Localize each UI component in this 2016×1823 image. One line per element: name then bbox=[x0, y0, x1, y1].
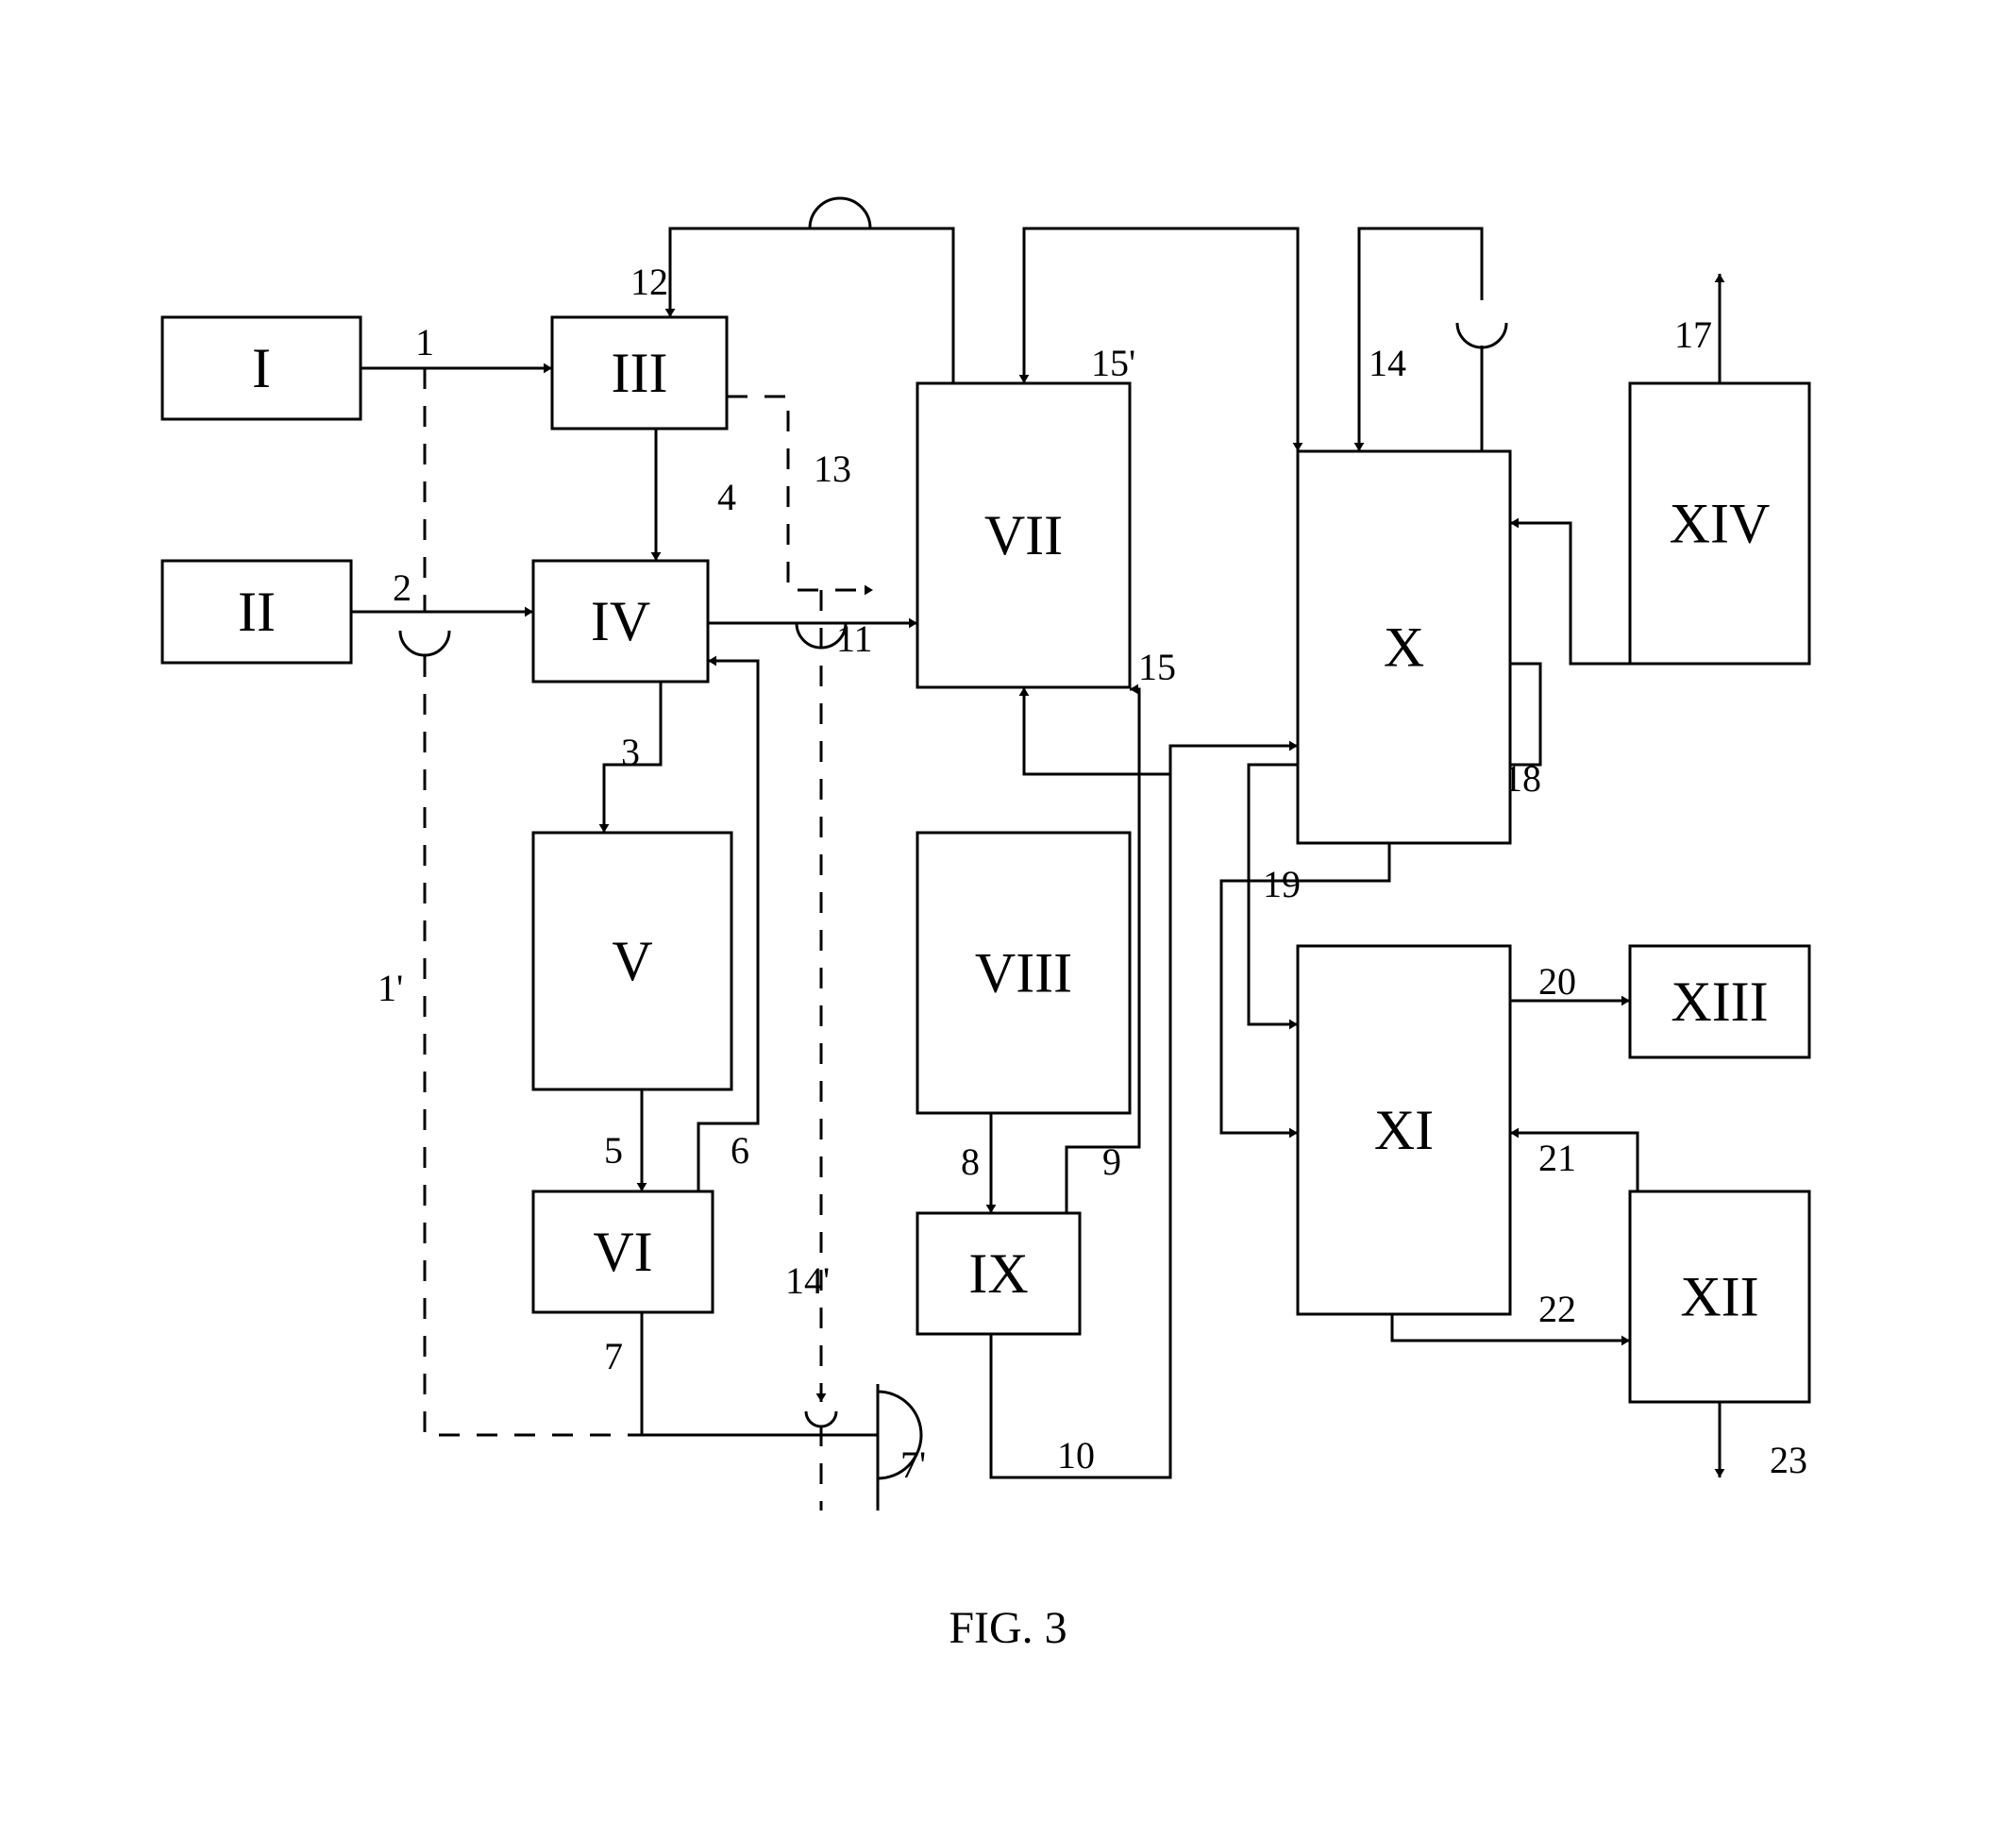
edge-label-e15: 15 bbox=[1138, 646, 1176, 688]
edge-label-e7p: 7' bbox=[900, 1443, 926, 1486]
block-label-VII: VII bbox=[984, 504, 1063, 566]
edge-label-e20: 20 bbox=[1538, 960, 1576, 1003]
edge-label-e22: 22 bbox=[1538, 1288, 1576, 1330]
block-label-XIII: XIII bbox=[1671, 971, 1768, 1033]
block-label-VI: VI bbox=[593, 1221, 652, 1283]
block-label-III: III bbox=[612, 342, 668, 404]
edge-label-e9: 9 bbox=[1102, 1140, 1121, 1183]
blocks: IIIIIIIVVVIVIIVIIIIXXXIXIIXIIIXIV bbox=[162, 317, 1809, 1402]
edge-label-e19: 19 bbox=[1263, 863, 1301, 905]
hop bbox=[1457, 323, 1506, 347]
edge-label-e8: 8 bbox=[961, 1140, 980, 1183]
edge-label-e1p: 1' bbox=[378, 967, 403, 1009]
edge-label-e7: 7 bbox=[604, 1335, 623, 1377]
block-label-XIV: XIV bbox=[1670, 493, 1771, 555]
edge-e7 bbox=[642, 1312, 878, 1435]
edge-label-e10: 10 bbox=[1057, 1434, 1095, 1477]
edge-e22 bbox=[1392, 1314, 1630, 1341]
block-label-IX: IX bbox=[968, 1242, 1028, 1305]
block-label-IV: IV bbox=[591, 590, 650, 652]
edge-label-e23: 23 bbox=[1770, 1439, 1807, 1481]
block-label-I: I bbox=[252, 337, 271, 399]
block-label-VIII: VIII bbox=[975, 942, 1072, 1004]
edge-label-e13: 13 bbox=[814, 447, 851, 490]
edge-e15 bbox=[1024, 687, 1170, 774]
edge-label-e14: 14 bbox=[1369, 342, 1406, 384]
edge-label-e14p: 14' bbox=[785, 1259, 830, 1302]
edge-label-e4: 4 bbox=[717, 476, 736, 518]
edge-label-e3: 3 bbox=[621, 731, 640, 773]
hop bbox=[400, 631, 449, 655]
edge-label-e12: 12 bbox=[630, 261, 668, 303]
block-label-XII: XII bbox=[1680, 1266, 1758, 1328]
edge-label-e6: 6 bbox=[731, 1129, 749, 1172]
edge-label-e15p: 15' bbox=[1091, 342, 1135, 384]
edge-e13 bbox=[727, 397, 873, 590]
edge-label-e1: 1 bbox=[415, 321, 434, 363]
edge-label-e2: 2 bbox=[393, 566, 412, 609]
hop bbox=[806, 1411, 836, 1426]
block-label-XI: XI bbox=[1374, 1099, 1434, 1161]
edge-label-e17: 17 bbox=[1674, 313, 1712, 356]
block-label-V: V bbox=[612, 930, 652, 992]
block-label-X: X bbox=[1384, 616, 1424, 679]
edge-e18 bbox=[1510, 523, 1630, 664]
figure-caption: FIG. 3 bbox=[949, 1603, 1067, 1653]
edge-label-e5: 5 bbox=[604, 1129, 623, 1172]
block-label-II: II bbox=[238, 581, 276, 643]
edge-label-e21: 21 bbox=[1538, 1137, 1576, 1179]
hop bbox=[810, 198, 870, 228]
